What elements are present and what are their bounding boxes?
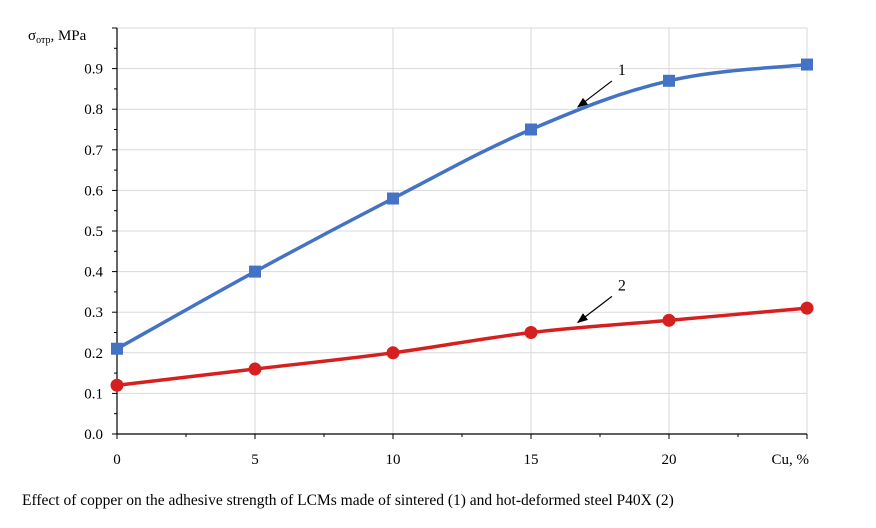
x-tick-labels: 0 5 10 15 20 Cu, % xyxy=(113,452,809,468)
series-1-line xyxy=(116,62,808,351)
y-tick-labels: 0.0 0.1 0.2 0.3 0.4 0.5 0.6 0.7 0.8 0.9 xyxy=(84,62,103,443)
annotation-label: 2 xyxy=(618,277,626,294)
y-tick-label: 0.3 xyxy=(84,305,103,321)
y-tick-label: 0.6 xyxy=(84,183,103,199)
series-2-point xyxy=(662,313,676,327)
grid-lines xyxy=(117,27,808,434)
series-2-point xyxy=(800,301,814,315)
x-tick-label: 15 xyxy=(524,452,539,468)
figure-caption: Effect of copper on the adhesive strengt… xyxy=(22,492,674,509)
series-group xyxy=(110,58,814,392)
series-1-point xyxy=(249,265,261,278)
y-tick-label: 0.9 xyxy=(84,62,103,78)
x-tick-label: 5 xyxy=(251,452,259,468)
series-1-point xyxy=(111,342,123,355)
y-tick-label: 0.5 xyxy=(84,224,103,240)
series-2-point xyxy=(524,326,538,339)
y-axis-label: σотр, MPa xyxy=(28,28,87,46)
series-1-point xyxy=(801,58,813,71)
series-2-point xyxy=(110,378,124,392)
series-2-line xyxy=(116,306,808,388)
series-1-point xyxy=(525,123,537,136)
series-2-point xyxy=(248,362,262,376)
series-1-point xyxy=(387,192,399,205)
series-1-point xyxy=(663,74,675,87)
annotation-label: 1 xyxy=(618,62,626,79)
y-tick-label: 0.4 xyxy=(84,265,103,281)
annotation-arrow xyxy=(576,295,613,324)
x-tick-label: 20 xyxy=(662,452,677,468)
y-tick-label: 0.2 xyxy=(84,346,103,362)
y-tick-label: 0.1 xyxy=(84,386,103,402)
x-tick-label: 10 xyxy=(386,452,401,468)
y-tick-label: 0.0 xyxy=(84,427,103,443)
y-tick-label: 0.7 xyxy=(84,143,103,159)
annotations: 12 xyxy=(576,62,626,324)
x-axis-label: Cu, % xyxy=(772,452,810,468)
x-tick-label: 0 xyxy=(113,452,121,468)
series-2-point xyxy=(386,346,400,360)
y-tick-label: 0.8 xyxy=(84,102,103,118)
axes xyxy=(112,27,808,439)
annotation-arrow xyxy=(576,80,613,108)
